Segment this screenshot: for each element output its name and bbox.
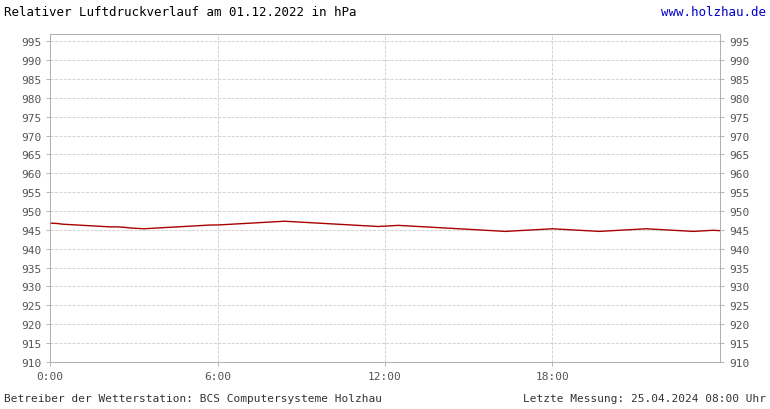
Text: Relativer Luftdruckverlauf am 01.12.2022 in hPa: Relativer Luftdruckverlauf am 01.12.2022… bbox=[4, 6, 357, 19]
Text: www.holzhau.de: www.holzhau.de bbox=[661, 6, 766, 19]
Text: Betreiber der Wetterstation: BCS Computersysteme Holzhau: Betreiber der Wetterstation: BCS Compute… bbox=[4, 393, 382, 403]
Text: Letzte Messung: 25.04.2024 08:00 Uhr: Letzte Messung: 25.04.2024 08:00 Uhr bbox=[523, 393, 766, 403]
